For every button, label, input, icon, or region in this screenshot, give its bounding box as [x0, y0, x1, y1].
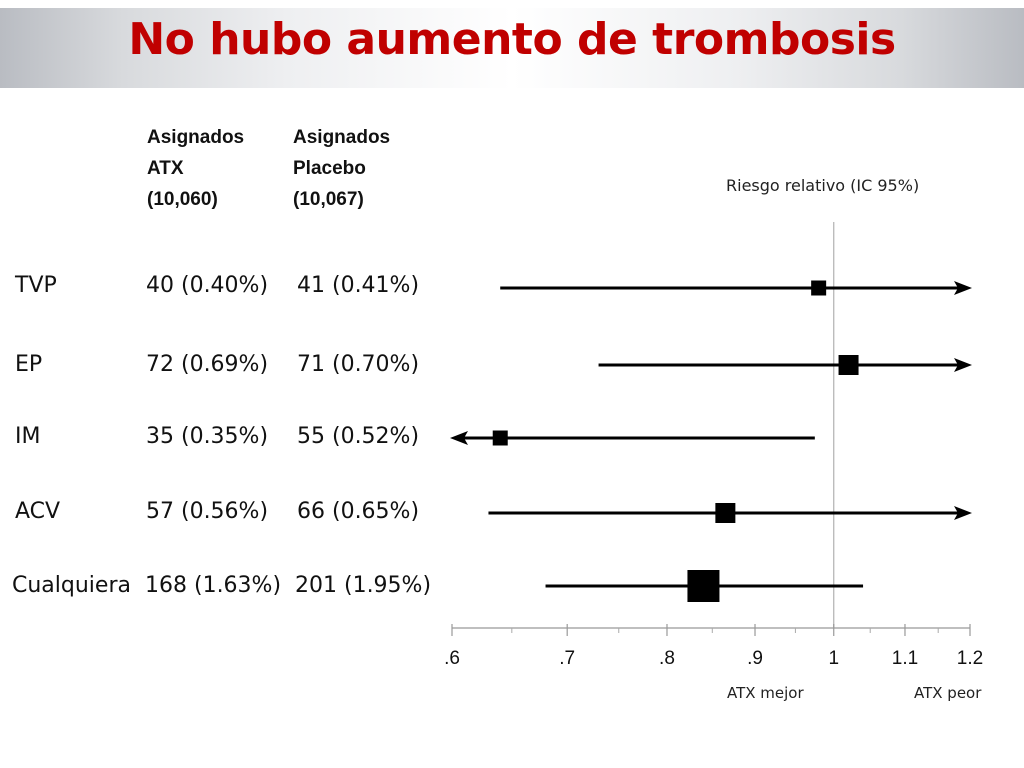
- column-header-atx: Asignados ATX (10,060): [147, 122, 244, 215]
- row-atx-ep: 72 (0.69%): [146, 352, 269, 377]
- row-atx-tvp: 40 (0.40%): [146, 273, 269, 298]
- x-tick-label: .8: [659, 648, 675, 669]
- annotation-atx-mejor: ATX mejor: [727, 684, 804, 702]
- column-header-atx-line3: (10,060): [147, 189, 218, 210]
- column-header-atx-line1: Asignados: [147, 127, 245, 148]
- ci-arrow-tvp: [954, 281, 972, 295]
- row-atx-cualquiera: 168 (1.63%): [145, 573, 282, 598]
- x-tick-label: 1.2: [957, 648, 983, 669]
- row-label-ep: EP: [15, 352, 43, 377]
- row-label-im: IM: [15, 424, 41, 449]
- column-header-atx-line2: ATX: [147, 158, 184, 179]
- x-tick-label: .7: [559, 648, 575, 669]
- estimate-box-ep: [838, 355, 859, 375]
- x-tick-label: 1: [828, 648, 839, 669]
- row-placebo-acv: 66 (0.65%): [297, 499, 420, 524]
- ci-arrow-acv: [954, 506, 972, 520]
- column-header-placebo-line3: (10,067): [293, 189, 364, 210]
- column-header-placebo-line2: Placebo: [293, 158, 366, 179]
- x-tick-label: 1.1: [892, 648, 918, 669]
- row-placebo-tvp: 41 (0.41%): [297, 273, 420, 298]
- row-atx-acv: 57 (0.56%): [146, 499, 269, 524]
- chart-title: Riesgo relativo (IC 95%): [726, 176, 920, 195]
- ci-arrow-ep: [954, 358, 972, 372]
- row-label-tvp: TVP: [15, 273, 57, 298]
- slide-title: No hubo aumento de trombosis: [128, 14, 896, 65]
- column-header-placebo: Asignados Placebo (10,067): [293, 122, 390, 215]
- row-label-cualquiera: Cualquiera: [12, 573, 131, 598]
- estimate-box-cualquiera: [687, 570, 720, 602]
- row-atx-im: 35 (0.35%): [146, 424, 269, 449]
- row-placebo-im: 55 (0.52%): [297, 424, 420, 449]
- column-header-placebo-line1: Asignados: [293, 127, 391, 148]
- x-tick-label: .9: [747, 648, 763, 669]
- estimate-box-im: [492, 430, 508, 446]
- annotation-atx-peor: ATX peor: [914, 684, 982, 702]
- estimate-box-tvp: [811, 280, 827, 296]
- row-placebo-cualquiera: 201 (1.95%): [295, 573, 432, 598]
- title-bar: [0, 8, 1024, 88]
- row-placebo-ep: 71 (0.70%): [297, 352, 420, 377]
- estimate-box-acv: [715, 503, 736, 523]
- row-label-acv: ACV: [15, 499, 61, 524]
- ci-arrow-im: [450, 431, 468, 445]
- x-tick-label: .6: [444, 648, 460, 669]
